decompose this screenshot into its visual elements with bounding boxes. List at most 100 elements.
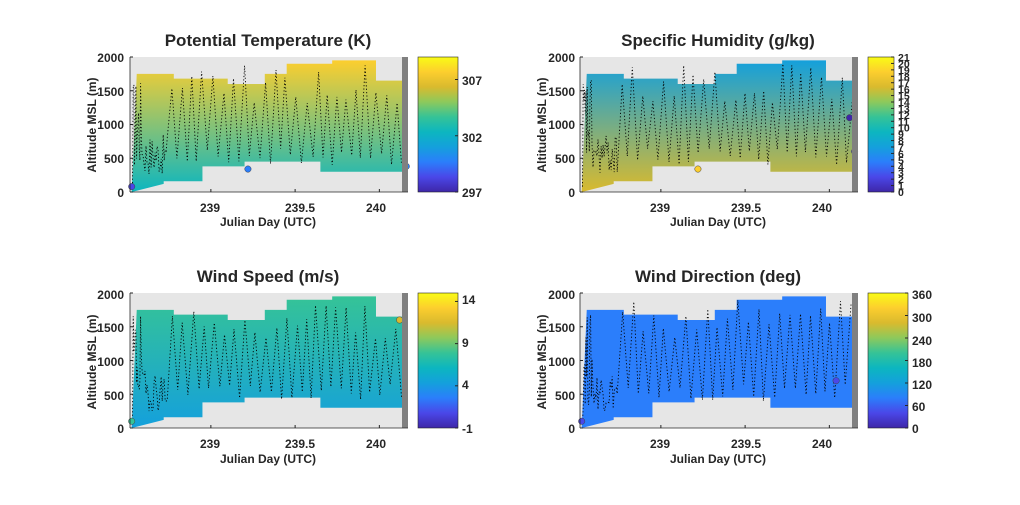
- colorbar-gradient: [417, 56, 459, 193]
- axes-edge-bar: [402, 57, 408, 192]
- colorbar-tick-label: 302: [462, 131, 482, 145]
- x-tick-label: 240: [366, 201, 386, 215]
- y-tick-label: 1500: [97, 85, 124, 99]
- y-tick-label: 1500: [548, 85, 575, 99]
- y-tick-label: 1000: [548, 355, 575, 369]
- colorbar-tick-label: 8: [898, 136, 904, 148]
- x-axis-label: Julian Day (UTC): [670, 215, 766, 229]
- colorbar: [867, 292, 909, 429]
- colorbar-tick-label: 17: [898, 78, 910, 90]
- colorbar-tick-label: 10: [898, 123, 910, 135]
- colorbar-tick-label: 5: [898, 155, 904, 167]
- colorbar-tick-label: 4: [462, 378, 469, 392]
- panel-specific-humidity: Specific Humidity (g/kg) Julian Day (UTC…: [535, 31, 910, 229]
- x-tick-label: 239: [200, 201, 220, 215]
- colorbar-tick-label: 20: [898, 58, 910, 70]
- y-tick-label: 500: [104, 389, 124, 403]
- y-axis-label: Altitude MSL (m): [85, 314, 99, 409]
- y-tick-label: 2000: [548, 288, 575, 302]
- colorbar-tick-label: 2: [898, 174, 904, 186]
- x-tick-label: 240: [812, 201, 832, 215]
- colorbar-tick-label: 360: [912, 288, 932, 302]
- y-tick-label: 2000: [548, 51, 575, 65]
- flight-track: [582, 63, 853, 187]
- y-tick-label: 2000: [97, 288, 124, 302]
- y-tick-label: 0: [568, 422, 575, 436]
- colorbar-tick-label: 9: [462, 336, 469, 350]
- y-axis-label: Altitude MSL (m): [85, 77, 99, 172]
- panel-wind-speed: Wind Speed (m/s) Julian Day (UTC) Altitu…: [85, 267, 476, 466]
- x-tick-label: 239.5: [285, 201, 315, 215]
- data-point: [128, 417, 136, 425]
- panel-potential-temperature: Potential Temperature (K) Julian Day (UT…: [85, 31, 482, 229]
- colorbar-tick-label: 6: [898, 148, 904, 160]
- y-tick-label: 0: [117, 186, 124, 200]
- y-axis-label: Altitude MSL (m): [535, 314, 549, 409]
- colorbar-tick-label: 4: [898, 161, 904, 173]
- x-tick-label: 240: [366, 437, 386, 451]
- x-tick-label: 239: [650, 437, 670, 451]
- y-tick-label: 1000: [97, 355, 124, 369]
- data-point: [244, 165, 252, 173]
- y-tick-label: 2000: [97, 51, 124, 65]
- y-tick-label: 0: [568, 186, 575, 200]
- interpolated-field: [581, 60, 855, 192]
- data-point: [578, 417, 586, 425]
- y-tick-label: 0: [117, 422, 124, 436]
- x-tick-label: 240: [812, 437, 832, 451]
- colorbar-tick-label: 12: [898, 110, 910, 122]
- data-point: [128, 183, 136, 191]
- axes-edge-bar: [402, 293, 408, 428]
- colorbar-tick-label: 300: [912, 311, 932, 325]
- y-tick-label: 1000: [548, 118, 575, 132]
- colorbar-tick-label: 297: [462, 186, 482, 200]
- axes-edge-bar: [852, 293, 858, 428]
- colorbar-tick-label: 9: [898, 129, 904, 141]
- colorbar-tick-label: 240: [912, 334, 932, 348]
- interpolated-field: [131, 60, 405, 192]
- data-point: [694, 165, 702, 173]
- x-axis-label: Julian Day (UTC): [220, 215, 316, 229]
- y-tick-label: 500: [555, 389, 575, 403]
- axes-edge-bar: [852, 57, 858, 192]
- colorbar-tick-label: 307: [462, 74, 482, 88]
- plot-area: [128, 292, 408, 429]
- y-axis-label: Altitude MSL (m): [535, 77, 549, 172]
- x-tick-label: 239.5: [731, 437, 761, 451]
- colorbar-tick-label: 60: [912, 400, 926, 414]
- colorbar-gradient: [867, 292, 909, 429]
- colorbar-gradient: [867, 56, 895, 193]
- colorbar-tick-label: 0: [912, 422, 919, 436]
- colorbar-tick-label: 0: [898, 187, 904, 199]
- x-axis-label: Julian Day (UTC): [670, 452, 766, 466]
- colorbar-tick-label: 15: [898, 91, 910, 103]
- colorbar-tick-label: 120: [912, 378, 932, 392]
- plot-area: [579, 56, 859, 193]
- panel-title: Specific Humidity (g/kg): [621, 31, 815, 50]
- colorbar-tick-label: 21: [898, 52, 910, 64]
- colorbar-tick-label: 14: [462, 293, 476, 307]
- x-tick-label: 239.5: [285, 437, 315, 451]
- y-tick-label: 1500: [548, 321, 575, 335]
- data-point: [396, 316, 404, 324]
- colorbar: [867, 56, 895, 193]
- y-tick-label: 500: [104, 152, 124, 166]
- colorbar: [417, 292, 459, 429]
- x-tick-label: 239.5: [731, 201, 761, 215]
- data-point: [846, 114, 854, 122]
- panel-title: Potential Temperature (K): [165, 31, 372, 50]
- colorbar-tick-label: 7: [898, 142, 904, 154]
- colorbar-tick-label: 11: [898, 116, 909, 128]
- panel-title: Wind Speed (m/s): [197, 267, 339, 286]
- data-point: [832, 377, 840, 385]
- flight-track: [132, 65, 402, 187]
- colorbar-tick-label: 1: [898, 181, 904, 193]
- colorbar-tick-label: -1: [462, 422, 473, 436]
- plot-area: [128, 56, 410, 193]
- x-tick-label: 239: [650, 201, 670, 215]
- panel-title: Wind Direction (deg): [635, 267, 801, 286]
- panel-wind-direction: Wind Direction (deg) Julian Day (UTC) Al…: [535, 267, 932, 466]
- interpolated-field: [131, 296, 405, 428]
